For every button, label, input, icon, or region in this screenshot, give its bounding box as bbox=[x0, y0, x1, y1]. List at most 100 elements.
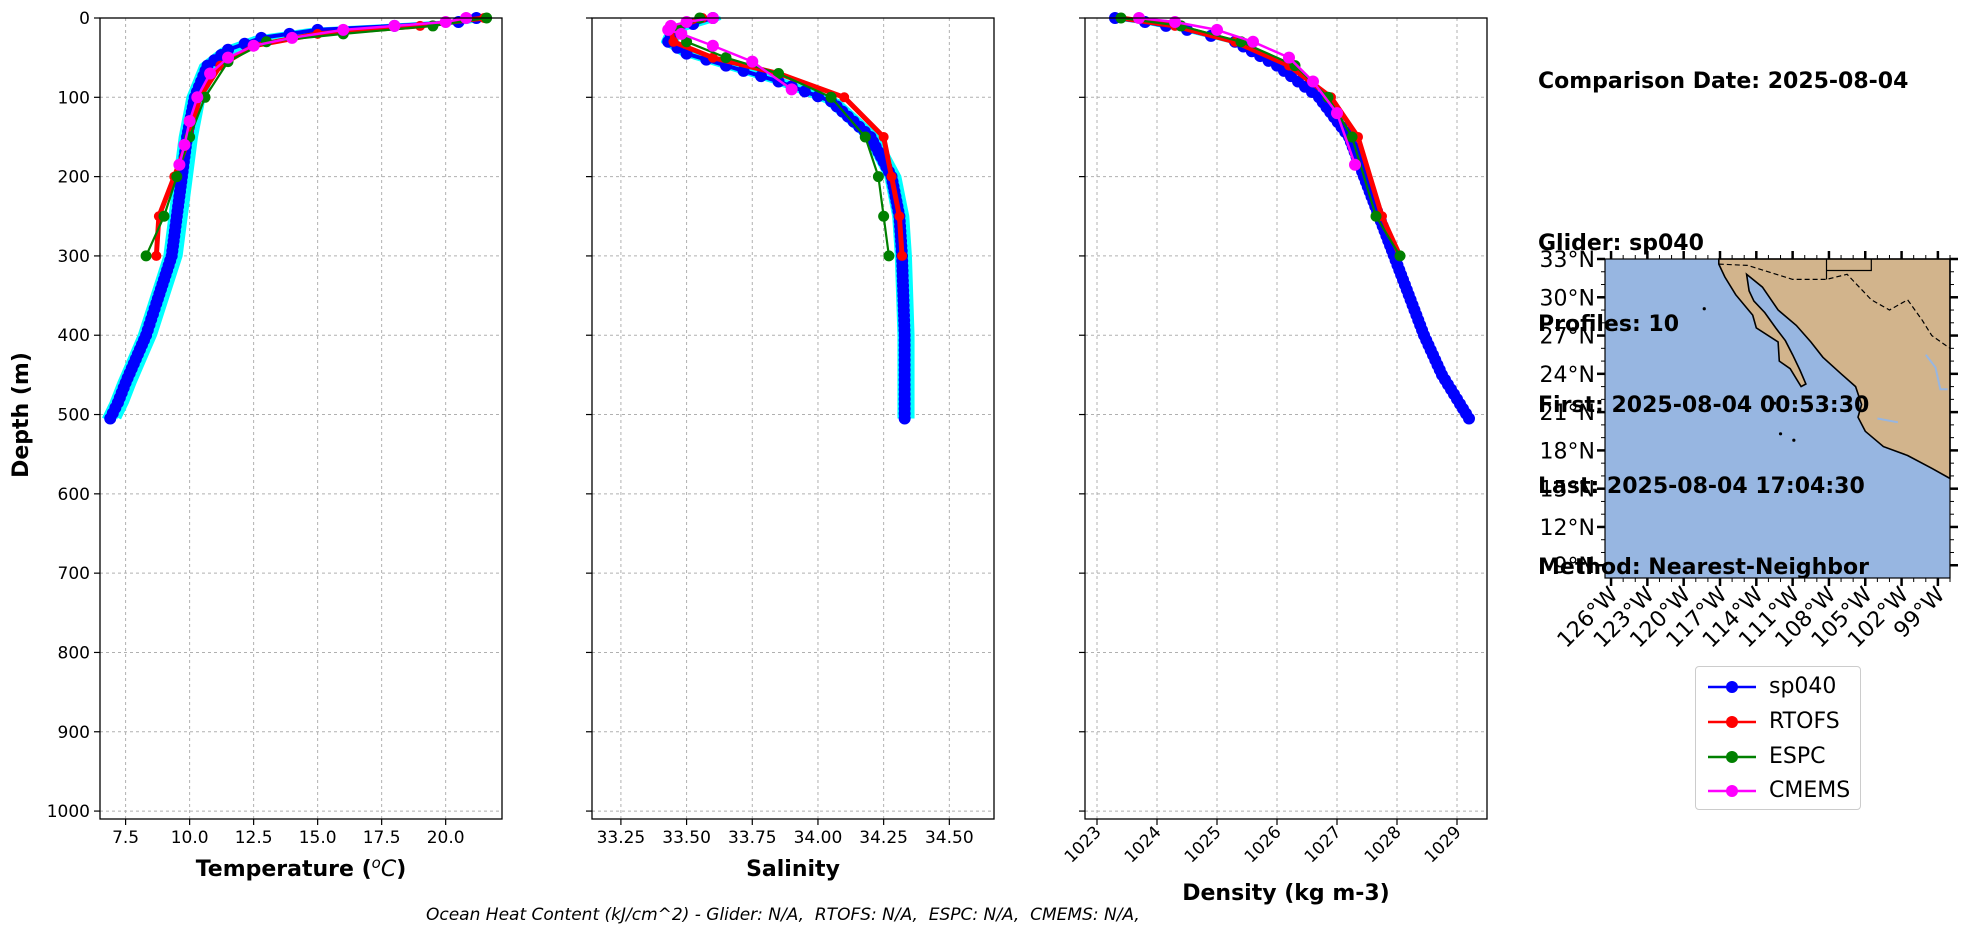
depth-tick-label: 1000 bbox=[47, 802, 90, 822]
salinity-tick-label: 33.75 bbox=[728, 828, 777, 848]
temperature-cmems-line bbox=[178, 16, 467, 166]
density-tick-label: 1023 bbox=[1061, 822, 1106, 867]
legend-item-sp040: sp040 bbox=[1706, 672, 1856, 702]
temperature-axis-label: Temperature (oC) bbox=[196, 854, 407, 882]
density-cmems-point bbox=[1211, 23, 1223, 36]
density-cmems-point bbox=[1283, 51, 1295, 64]
salinity-rtofs-point bbox=[886, 171, 897, 182]
depth-tick-label: 700 bbox=[58, 564, 90, 584]
temperature-cmems-point bbox=[247, 39, 260, 52]
legend-item-rtofs: RTOFS bbox=[1706, 707, 1856, 737]
density-cmems-point bbox=[1247, 35, 1259, 48]
salinity-axes-frame bbox=[591, 17, 995, 820]
temperature-rtofs-line bbox=[153, 15, 485, 257]
density-tick-label: 1024 bbox=[1121, 822, 1166, 867]
density-cmems-line bbox=[1138, 16, 1357, 166]
depth-tick-label: 900 bbox=[58, 723, 90, 743]
temperature-cmems-point bbox=[388, 19, 401, 32]
temperature-cmems-point bbox=[173, 158, 186, 171]
map-island bbox=[1778, 432, 1783, 436]
temperature-tick-label: 20.0 bbox=[427, 828, 465, 848]
lat-tick-label: 15°N bbox=[1540, 478, 1595, 503]
map-island bbox=[1792, 438, 1796, 442]
glider-name: Glider: sp040 bbox=[1538, 231, 1704, 256]
salinity-rtofs-point bbox=[668, 36, 679, 47]
temperature-cmems-point bbox=[222, 51, 235, 64]
map-island bbox=[1702, 307, 1706, 311]
map-border bbox=[1718, 263, 1951, 349]
salinity-cmems-point bbox=[785, 83, 798, 96]
salinity-espc-point bbox=[859, 131, 871, 143]
map-lake bbox=[1925, 354, 1948, 391]
temperature-tick-label: 10.0 bbox=[171, 828, 209, 848]
comparison-date: Comparison Date: 2025-08-04 bbox=[1538, 69, 1909, 94]
density-espc-point bbox=[1370, 210, 1382, 222]
density-espc-point bbox=[1322, 91, 1334, 103]
temperature-rtofs-point bbox=[151, 250, 162, 261]
salinity-rtofs-point bbox=[894, 211, 905, 222]
lat-tick-label: 18°N bbox=[1540, 439, 1595, 464]
lat-tick-label: 21°N bbox=[1540, 401, 1595, 426]
depth-tick-label: 200 bbox=[58, 168, 90, 188]
density-sp040-point bbox=[1463, 412, 1475, 425]
temperature-cmems-point bbox=[183, 115, 196, 128]
salinity-cmems-point bbox=[680, 15, 693, 28]
lat-tick-label: 30°N bbox=[1540, 286, 1595, 311]
legend-swatch-cmems bbox=[1708, 785, 1756, 797]
density-espc-point bbox=[1394, 250, 1406, 262]
temperature-tick-label: 12.5 bbox=[235, 828, 273, 848]
temperature-espc-point bbox=[171, 171, 183, 183]
salinity-rtofs-point bbox=[878, 131, 889, 142]
temperature-espc-point bbox=[140, 250, 152, 262]
comparison-info: Comparison Date: 2025-08-04 Glider: sp04… bbox=[1538, 14, 1908, 608]
map-lake bbox=[1877, 417, 1899, 424]
profile-count: Profiles: 10 bbox=[1538, 312, 1680, 337]
salinity-cmems-point bbox=[662, 23, 675, 36]
salinity-cmems-point bbox=[706, 39, 719, 52]
temperature-cmems-point bbox=[204, 67, 217, 80]
salinity-tick-label: 34.25 bbox=[859, 828, 908, 848]
legend-swatch-espc bbox=[1708, 751, 1756, 763]
salinity-espc-point bbox=[872, 171, 884, 183]
ocean-heat-content-note: Ocean Heat Content (kJ/cm^2) - Glider: N… bbox=[426, 905, 1140, 925]
salinity-rtofs-point bbox=[839, 92, 850, 103]
temperature-cmems-point bbox=[178, 138, 191, 151]
depth-tick-label: 300 bbox=[58, 247, 90, 267]
method: Method: Nearest-Neighbor bbox=[1538, 555, 1869, 580]
first-time: First: 2025-08-04 00:53:30 bbox=[1538, 393, 1870, 418]
density-cmems-point bbox=[1349, 158, 1361, 171]
temperature-cmems-point bbox=[191, 91, 204, 104]
depth-tick-label: 600 bbox=[58, 485, 90, 505]
salinity-sp040-point bbox=[798, 85, 811, 98]
legend: sp040 RTOFS ESPC CMEMS bbox=[1695, 666, 1861, 810]
salinity-sp040-point bbox=[898, 412, 911, 425]
lat-tick-label: 12°N bbox=[1540, 516, 1595, 541]
temperature-espc-point bbox=[158, 210, 170, 222]
map-state-line bbox=[1826, 259, 1872, 272]
lat-tick-label: 24°N bbox=[1540, 363, 1595, 388]
depth-tick-label: 100 bbox=[58, 88, 90, 108]
salinity-axis-label: Salinity bbox=[746, 857, 840, 882]
temperature-panel: 0 100 200 300 400 500 600 700 800 900 1000 7.5 10.0 1… bbox=[47, 9, 503, 882]
legend-item-espc: ESPC bbox=[1706, 742, 1856, 772]
salinity-tick-label: 34.00 bbox=[794, 828, 843, 848]
depth-tick-label: 400 bbox=[58, 326, 90, 346]
salinity-espc-point bbox=[825, 91, 837, 103]
density-tick-label: 1025 bbox=[1181, 822, 1226, 867]
density-cmems-point bbox=[1331, 107, 1343, 120]
temperature-tick-label: 7.5 bbox=[112, 828, 139, 848]
depth-tick-label: 500 bbox=[58, 406, 90, 426]
density-cmems-point bbox=[1307, 75, 1319, 88]
map-land bbox=[1718, 258, 1951, 480]
salinity-espc-point bbox=[883, 250, 895, 262]
salinity-panel: 33.25 33.50 33.75 34.00 34.25 34.50 Salinity bbox=[586, 12, 995, 882]
salinity-espc-point bbox=[878, 210, 890, 222]
temperature-cmems-point bbox=[337, 23, 350, 36]
legend-label-espc: ESPC bbox=[1769, 744, 1826, 769]
salinity-rtofs-point bbox=[897, 250, 908, 261]
density-tick-label: 1026 bbox=[1241, 822, 1286, 867]
temperature-tick-label: 17.5 bbox=[363, 828, 401, 848]
density-tick-label: 1028 bbox=[1361, 822, 1406, 867]
last-time: Last: 2025-08-04 17:04:30 bbox=[1538, 474, 1865, 499]
salinity-cmems-point bbox=[675, 27, 688, 40]
